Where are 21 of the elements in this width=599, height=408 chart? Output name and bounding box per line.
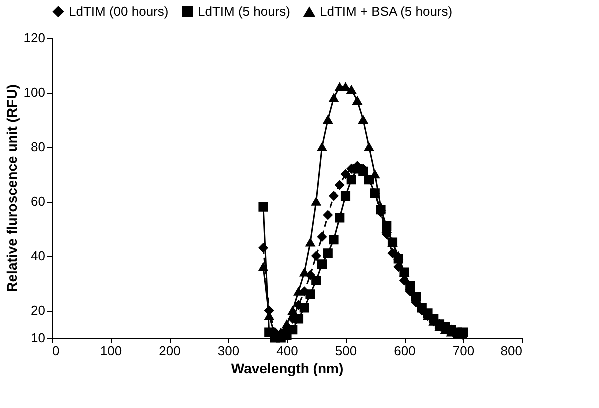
y-tick-label: 120 (24, 30, 46, 46)
legend-label: LdTIM (00 hours) (69, 4, 169, 19)
x-tick-label: 200 (159, 344, 181, 358)
y-tick-label: 100 (24, 85, 46, 100)
x-tick-label: 600 (394, 344, 416, 358)
x-tick-label: 700 (452, 344, 475, 358)
x-tick-label: 100 (100, 344, 122, 358)
x-tick-label: 500 (335, 344, 358, 358)
y-tick-label: 10 (31, 330, 46, 346)
legend-label: LdTIM + BSA (5 hours) (320, 4, 453, 20)
legend-label: LdTIM (5 hours) (198, 4, 290, 19)
x-tick-label: 300 (218, 344, 240, 358)
x-axis-title: Wavelength (nm) (231, 360, 344, 376)
y-tick-label: 40 (31, 248, 46, 264)
y-tick-label: 60 (31, 194, 46, 210)
y-tick-label: 80 (31, 140, 46, 155)
x-tick-label: 400 (276, 344, 298, 358)
y-axis-title: Relative fluroscence unit (RFU) (4, 84, 20, 292)
x-tick-label: 0 (52, 344, 60, 358)
y-tick-label: 20 (31, 303, 46, 318)
x-tick-label: 800 (500, 344, 522, 358)
